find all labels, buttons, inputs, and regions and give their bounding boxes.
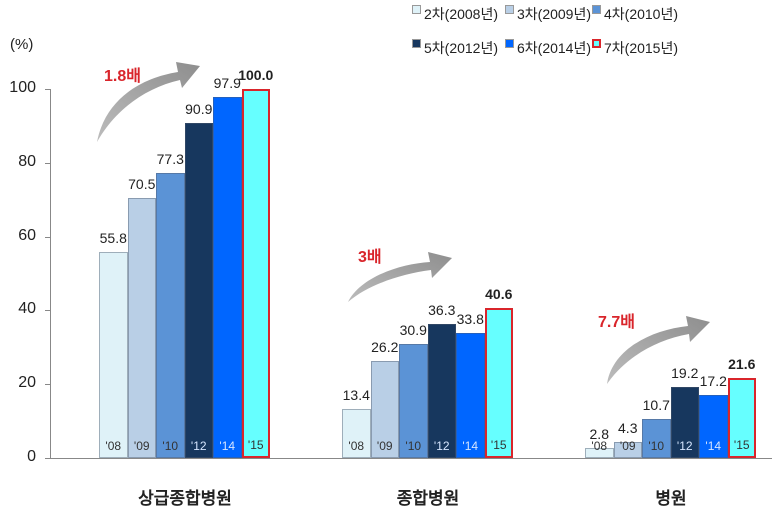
bar: '14 [699, 394, 728, 458]
bar-year-label: '14 [219, 438, 236, 453]
bar-year-label: '12 [190, 438, 207, 453]
bar: '14 [213, 96, 242, 458]
bar-value-label: 33.8 [456, 311, 484, 328]
bar: '08 [99, 252, 128, 458]
y-tick-mark [45, 89, 50, 90]
x-axis-line [50, 458, 772, 459]
bar-value-label: 90.9 [185, 100, 213, 117]
y-tick-mark [45, 162, 50, 164]
bar: '15 [484, 308, 513, 458]
bar-value-label: 21.6 [728, 356, 756, 373]
growth-multiplier: 3배 [358, 249, 382, 266]
bar-year-label: '08 [105, 438, 122, 453]
legend-swatch [505, 5, 514, 14]
legend-item: 2차(2008년) [412, 4, 498, 24]
bar-year-label: '15 [733, 437, 750, 452]
bar-value-label: 97.9 [213, 74, 241, 91]
bar-year-label: '14 [462, 438, 479, 453]
bar-value-label: 2.8 [589, 425, 609, 442]
legend-label: 6차(2014년) [517, 40, 592, 56]
legend-swatch [505, 39, 514, 48]
bar-value-label: 100.0 [238, 67, 274, 83]
bar: '15 [241, 89, 270, 458]
arrow-icon [607, 316, 710, 384]
bar-value-label: 13.4 [342, 386, 370, 403]
bar: '10 [399, 343, 428, 458]
bar-year-label: '15 [247, 438, 264, 452]
bar-value-label: 26.2 [371, 339, 399, 356]
y-tick-label: 0 [27, 448, 36, 465]
bar: '12 [184, 122, 213, 458]
bar: '08 [342, 408, 371, 458]
legend-label: 7차(2015년) [604, 40, 679, 56]
y-tick-label: 80 [18, 152, 36, 170]
bar-year-label: '12 [433, 438, 450, 453]
bar: '15 [727, 378, 756, 458]
y-tick-label: 60 [18, 226, 36, 244]
bar-year-label: '14 [705, 438, 722, 453]
category-label: 병원 [655, 489, 687, 508]
legend-swatch [592, 5, 601, 14]
legend-swatch [592, 39, 601, 48]
legend-item: 3차(2009년) [505, 4, 591, 24]
legend-item: 4차(2010년) [592, 4, 678, 24]
legend-label: 4차(2010년) [604, 6, 679, 22]
y-axis-line [50, 89, 51, 459]
legend-item: 7차(2015년) [592, 38, 678, 58]
bar-year-label: '12 [676, 438, 693, 453]
bar-year-label: '08 [348, 438, 365, 453]
bar: '09 [370, 361, 399, 458]
bar-value-label: 30.9 [399, 321, 427, 338]
bar: '12 [670, 387, 699, 458]
bar-year-label: '09 [376, 438, 393, 453]
legend-swatch [412, 5, 421, 14]
bar-value-label: 55.8 [99, 230, 127, 247]
y-tick-mark [45, 310, 50, 312]
bar: '08 [585, 439, 614, 458]
category-label: 종합병원 [396, 489, 460, 508]
bar: '09 [127, 197, 156, 458]
bar-value-label: 4.3 [618, 420, 638, 437]
bar-year-label: '10 [162, 438, 179, 453]
growth-multiplier: 1.8배 [104, 68, 141, 85]
y-tick-mark [45, 236, 50, 238]
arrow-icon [348, 252, 452, 302]
y-tick-mark [45, 384, 50, 386]
legend-item: 5차(2012년) [412, 38, 498, 58]
bar-value-label: 36.3 [428, 302, 456, 319]
bar-year-label: '15 [490, 437, 507, 452]
bar: '14 [456, 333, 485, 458]
bar-year-label: '10 [405, 438, 422, 453]
bar-year-label: '09 [133, 438, 150, 453]
arrow-icon [97, 62, 200, 142]
category-label: 상급종합병원 [138, 489, 232, 508]
bar: '09 [613, 438, 642, 458]
bar: '10 [156, 172, 185, 458]
y-axis-unit: (%) [10, 36, 34, 53]
bar: '12 [427, 324, 456, 458]
y-tick-label: 40 [18, 300, 36, 318]
legend-label: 3차(2009년) [517, 6, 592, 22]
bar-value-label: 70.5 [128, 175, 156, 192]
bar-value-label: 77.3 [156, 150, 184, 167]
legend-label: 5차(2012년) [424, 40, 499, 56]
bar-value-label: 40.6 [485, 286, 513, 303]
bar-value-label: 17.2 [699, 372, 727, 389]
y-tick-label: 20 [18, 374, 36, 392]
bar-year-label: '10 [648, 438, 665, 453]
bar-year-label: '08 [591, 438, 608, 453]
y-tick-label: 100 [9, 79, 36, 96]
bar-value-label: 19.2 [671, 365, 699, 382]
bar: '10 [642, 418, 671, 458]
bar-value-label: 10.7 [642, 396, 670, 413]
bar-year-label: '09 [619, 438, 636, 453]
growth-multiplier: 7.7배 [598, 314, 635, 331]
legend-swatch [412, 39, 421, 48]
legend-item: 6차(2014년) [505, 38, 591, 58]
legend-label: 2차(2008년) [424, 6, 499, 22]
y-tick-mark [45, 458, 50, 459]
